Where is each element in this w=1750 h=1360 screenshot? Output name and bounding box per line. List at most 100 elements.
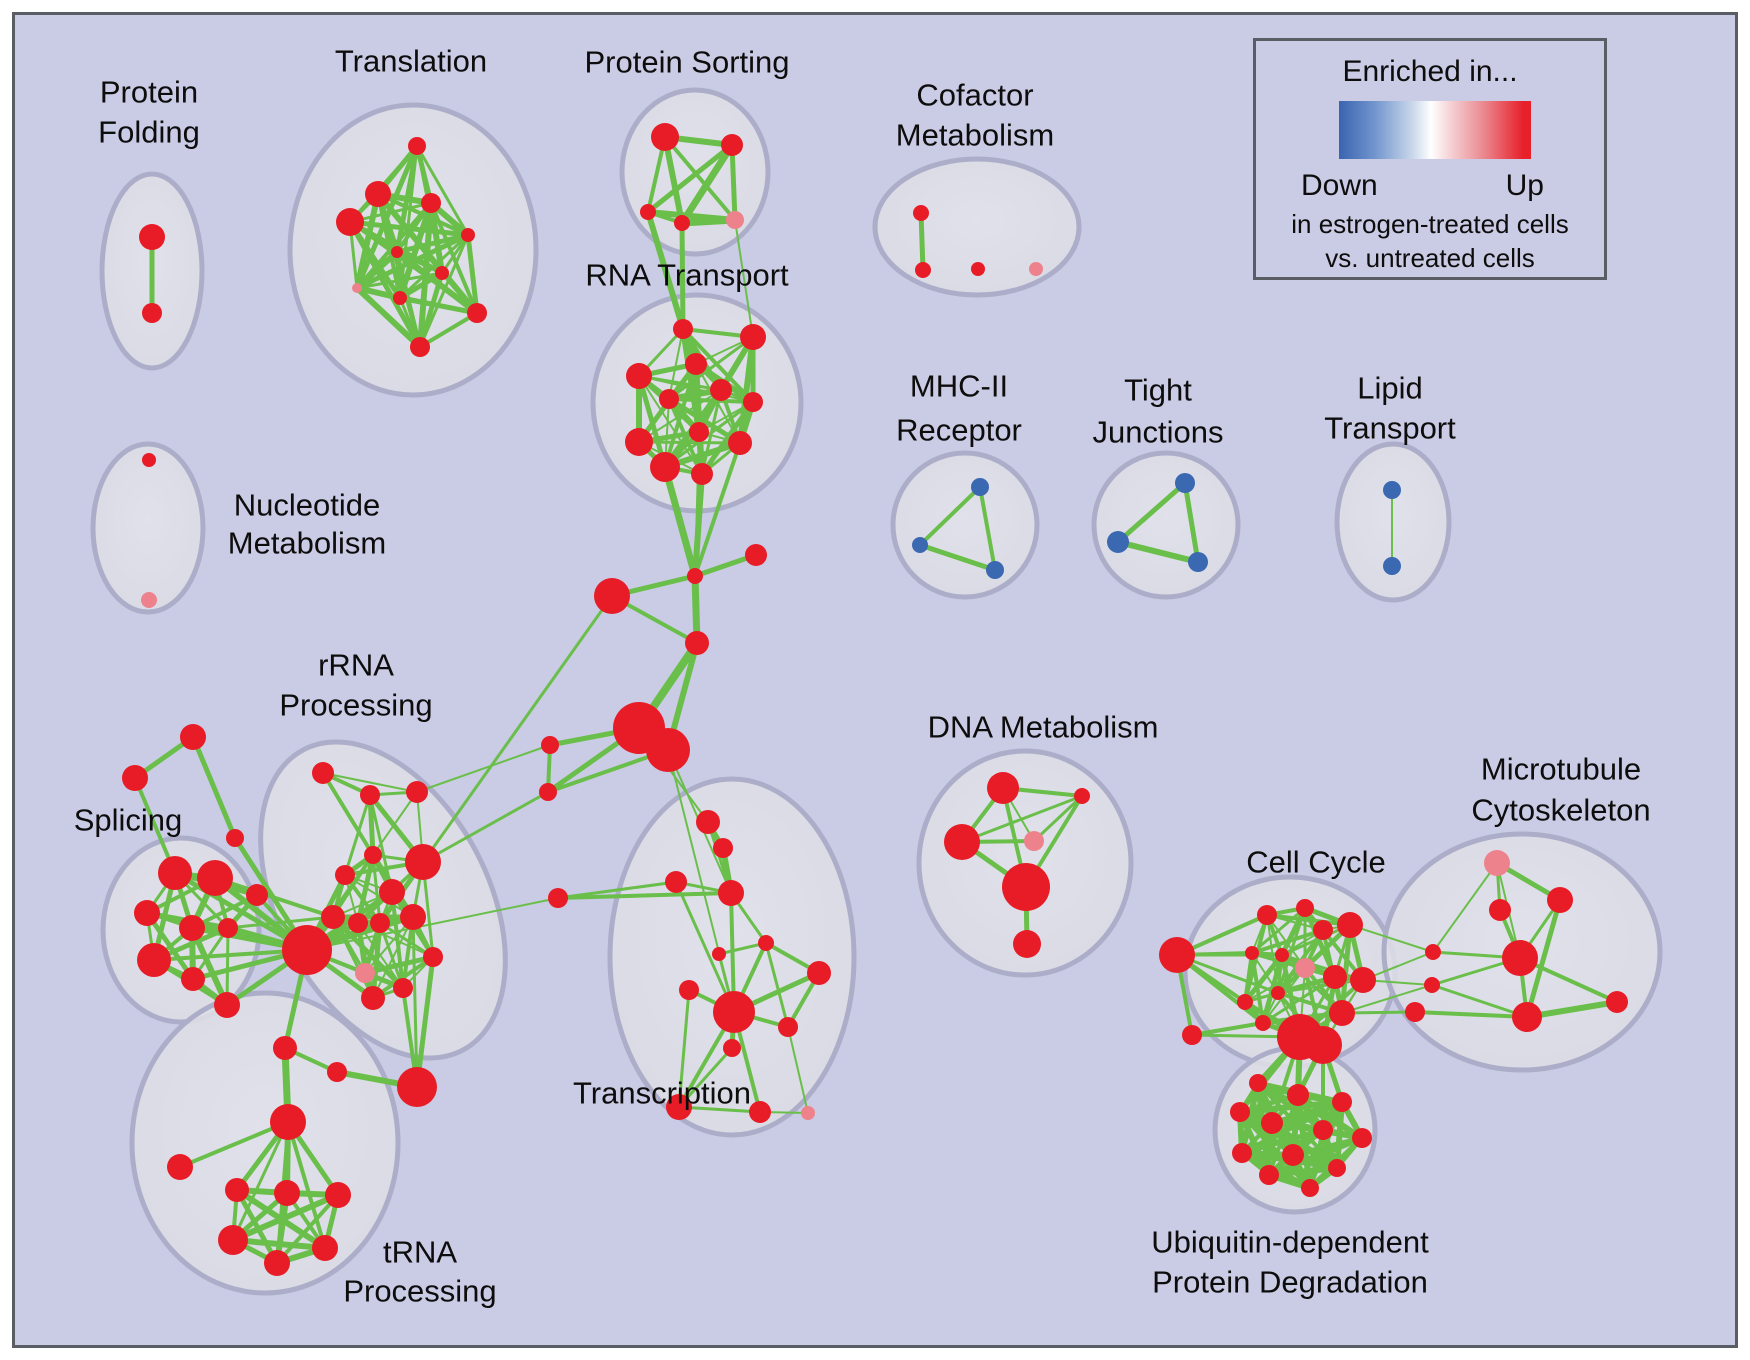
gene-set-node-mt7[interactable] <box>1405 1002 1425 1022</box>
gene-set-node-ps2[interactable] <box>721 134 743 156</box>
gene-set-node-cc12[interactable] <box>1237 994 1253 1010</box>
gene-set-node-mt4[interactable] <box>1502 940 1538 976</box>
gene-set-node-cf3[interactable] <box>971 262 985 276</box>
gene-set-node-ub6[interactable] <box>1313 1120 1333 1140</box>
gene-set-node-tx14[interactable] <box>801 1106 815 1120</box>
gene-set-node-dn3[interactable] <box>944 824 980 860</box>
gene-set-node-tn9[interactable] <box>218 1225 248 1255</box>
gene-set-node-tr5[interactable] <box>461 228 475 242</box>
gene-set-node-tr4[interactable] <box>421 193 441 213</box>
gene-set-node-tn1[interactable] <box>273 1036 297 1060</box>
gene-set-node-tx10[interactable] <box>723 1039 741 1057</box>
gene-set-node-sp8[interactable] <box>246 884 268 906</box>
gene-set-node-mh3[interactable] <box>986 561 1004 579</box>
gene-set-node-dn5[interactable] <box>1002 863 1050 911</box>
gene-set-node-rt8[interactable] <box>689 422 709 442</box>
gene-set-node-mt2[interactable] <box>1547 887 1573 913</box>
gene-set-node-cc6[interactable] <box>1337 912 1363 938</box>
gene-set-node-rt7[interactable] <box>743 392 763 412</box>
gene-set-node-cc8[interactable] <box>1275 948 1289 962</box>
gene-set-node-sp4[interactable] <box>179 915 205 941</box>
gene-set-node-ub3[interactable] <box>1332 1092 1352 1112</box>
gene-set-node-cc14[interactable] <box>1255 1015 1271 1031</box>
gene-set-node-mt3[interactable] <box>1489 899 1511 921</box>
gene-set-node-sp2[interactable] <box>197 860 233 896</box>
gene-set-node-dn6[interactable] <box>1013 930 1041 958</box>
gene-set-node-pf1[interactable] <box>139 224 165 250</box>
gene-set-node-tg1[interactable] <box>180 724 206 750</box>
gene-set-node-rr14[interactable] <box>361 986 385 1010</box>
gene-set-node-rt3[interactable] <box>685 353 707 375</box>
gene-set-node-ch1[interactable] <box>594 578 630 614</box>
gene-set-node-tr8[interactable] <box>352 283 362 293</box>
gene-set-node-cc4[interactable] <box>1296 899 1314 917</box>
gene-set-node-cc7[interactable] <box>1245 946 1259 960</box>
gene-set-node-cc5[interactable] <box>1313 920 1333 940</box>
gene-set-node-rr1[interactable] <box>312 762 334 784</box>
gene-set-node-tn8[interactable] <box>325 1182 351 1208</box>
gene-set-node-rt4[interactable] <box>626 363 652 389</box>
gene-set-node-tr3[interactable] <box>336 208 364 236</box>
gene-set-node-tr7[interactable] <box>435 266 449 280</box>
gene-set-node-mt8[interactable] <box>1512 1002 1542 1032</box>
gene-set-node-ps5[interactable] <box>726 211 744 229</box>
gene-set-node-rr0[interactable] <box>282 925 332 975</box>
gene-set-node-rr8[interactable] <box>321 905 345 929</box>
gene-set-node-cc1[interactable] <box>1159 937 1195 973</box>
gene-set-node-txa[interactable] <box>548 888 568 908</box>
gene-set-node-cc2[interactable] <box>1182 1025 1202 1045</box>
gene-set-node-tn10[interactable] <box>312 1235 338 1261</box>
gene-set-node-sp7[interactable] <box>181 967 205 991</box>
gene-set-node-sp9[interactable] <box>214 992 240 1018</box>
gene-set-node-ub1[interactable] <box>1249 1074 1267 1092</box>
gene-set-node-cc11[interactable] <box>1350 967 1376 993</box>
gene-set-node-rr9[interactable] <box>348 913 368 933</box>
gene-set-node-mh2[interactable] <box>912 537 928 553</box>
gene-set-node-ub7[interactable] <box>1352 1128 1372 1148</box>
gene-set-node-rr13[interactable] <box>423 947 443 967</box>
gene-set-node-tr1[interactable] <box>408 137 426 155</box>
gene-set-node-tx3[interactable] <box>665 871 687 893</box>
gene-set-node-tx6[interactable] <box>807 961 831 985</box>
gene-set-node-tx13[interactable] <box>749 1101 771 1123</box>
gene-set-node-tn3[interactable] <box>397 1067 437 1107</box>
gene-set-node-tx5[interactable] <box>758 935 774 951</box>
gene-set-node-sp1[interactable] <box>158 856 192 890</box>
gene-set-node-tg3[interactable] <box>226 829 244 847</box>
gene-set-node-pf2[interactable] <box>142 303 162 323</box>
gene-set-node-rt11[interactable] <box>650 452 680 482</box>
gene-set-node-tn11[interactable] <box>264 1250 290 1276</box>
gene-set-node-rr7[interactable] <box>379 879 405 905</box>
gene-set-node-cf2[interactable] <box>915 262 931 278</box>
gene-set-node-ub9[interactable] <box>1282 1144 1304 1166</box>
gene-set-node-tx7[interactable] <box>712 947 726 961</box>
gene-set-node-rr4[interactable] <box>364 846 382 864</box>
gene-set-node-cf4[interactable] <box>1029 262 1043 276</box>
gene-set-node-tx12[interactable] <box>666 1094 692 1120</box>
gene-set-node-cc9[interactable] <box>1295 958 1315 978</box>
gene-set-node-dn1[interactable] <box>987 772 1019 804</box>
gene-set-node-cc3[interactable] <box>1257 905 1277 925</box>
gene-set-node-rr6[interactable] <box>405 844 441 880</box>
gene-set-node-ub5[interactable] <box>1261 1112 1283 1134</box>
gene-set-node-mt9[interactable] <box>1606 991 1628 1013</box>
gene-set-node-ps1[interactable] <box>651 123 679 151</box>
gene-set-node-rr2[interactable] <box>360 785 380 805</box>
gene-set-node-tr2[interactable] <box>365 181 391 207</box>
gene-set-node-lp2[interactable] <box>1383 557 1401 575</box>
gene-set-node-cc15[interactable] <box>1329 1000 1355 1026</box>
gene-set-node-tx4[interactable] <box>718 880 744 906</box>
gene-set-node-rt1[interactable] <box>673 319 693 339</box>
gene-set-node-ub4[interactable] <box>1230 1102 1250 1122</box>
gene-set-node-rt9[interactable] <box>625 428 653 456</box>
gene-set-node-ch4[interactable] <box>685 631 709 655</box>
gene-set-node-rr12[interactable] <box>355 963 375 983</box>
gene-set-node-rt10[interactable] <box>728 431 752 455</box>
gene-set-node-tx2[interactable] <box>713 838 733 858</box>
gene-set-node-nm1[interactable] <box>142 453 156 467</box>
gene-set-node-sp6[interactable] <box>137 943 171 977</box>
gene-set-node-rr5[interactable] <box>335 865 355 885</box>
gene-set-node-mt6[interactable] <box>1424 977 1440 993</box>
gene-set-node-ub12[interactable] <box>1301 1179 1319 1197</box>
gene-set-node-tj3[interactable] <box>1188 552 1208 572</box>
